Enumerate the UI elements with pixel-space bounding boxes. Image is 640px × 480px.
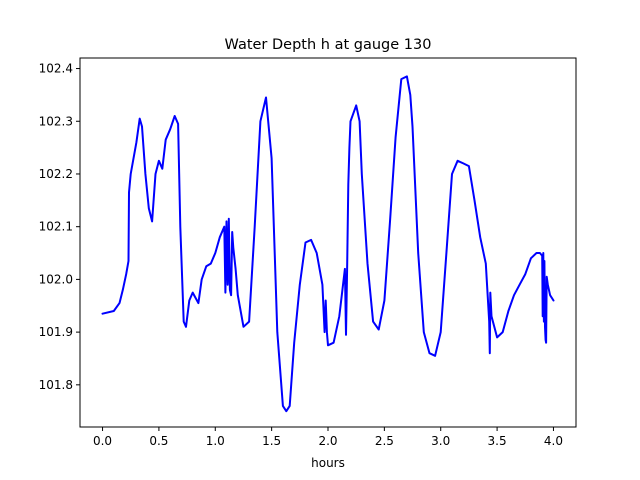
y-tick-label: 102.0 (39, 272, 73, 286)
x-tick-label: 2.5 (375, 434, 394, 448)
x-tick-label: 3.5 (488, 434, 507, 448)
y-tick-label: 101.9 (39, 325, 73, 339)
x-tick-label: 1.5 (262, 434, 281, 448)
x-tick-label: 0.5 (149, 434, 168, 448)
chart-title: Water Depth h at gauge 130 (225, 37, 432, 53)
y-axis: 101.8 101.9 102.0 102.1 102.2 102.3 102.4 (39, 62, 80, 392)
water-depth-line (101, 75, 555, 413)
y-tick-label: 102.4 (39, 62, 73, 76)
x-axis-label: hours (311, 456, 345, 470)
y-tick-label: 102.3 (39, 114, 73, 128)
x-tick-label: 2.0 (318, 434, 337, 448)
y-tick-label: 102.1 (39, 220, 73, 234)
plot-frame (79, 57, 577, 428)
x-tick-label: 4.0 (544, 434, 563, 448)
y-tick-label: 102.2 (39, 167, 73, 181)
x-tick-label: 1.0 (206, 434, 225, 448)
x-tick-label: 0.0 (93, 434, 112, 448)
plot-area (79, 57, 577, 428)
x-tick-label: 3.0 (431, 434, 450, 448)
x-axis: 0.0 0.5 1.0 1.5 2.0 2.5 3.0 3.5 4.0 (93, 427, 563, 448)
y-tick-label: 101.8 (39, 378, 73, 392)
